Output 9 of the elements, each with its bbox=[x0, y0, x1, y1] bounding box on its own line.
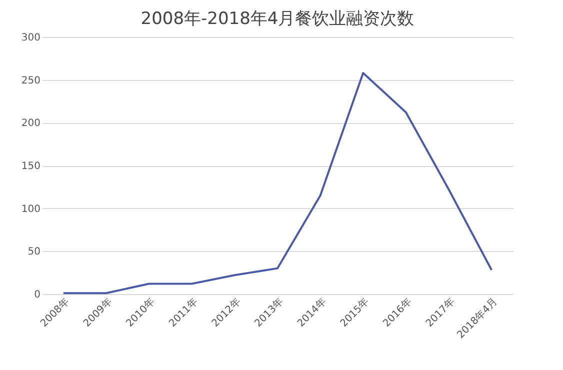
y-tick-label: 300 bbox=[21, 32, 40, 44]
line-series bbox=[62, 72, 493, 294]
y-tick-label: 250 bbox=[21, 75, 40, 86]
y-tick-label: 100 bbox=[21, 204, 40, 215]
y-tick-label: 200 bbox=[21, 118, 40, 130]
chart-title: 2008年-2018年4月餐饮业融资次数 bbox=[140, 9, 414, 29]
y-tick-label: 150 bbox=[21, 161, 40, 172]
y-tick-label: 50 bbox=[28, 246, 40, 258]
y-tick-label: 0 bbox=[34, 290, 40, 300]
